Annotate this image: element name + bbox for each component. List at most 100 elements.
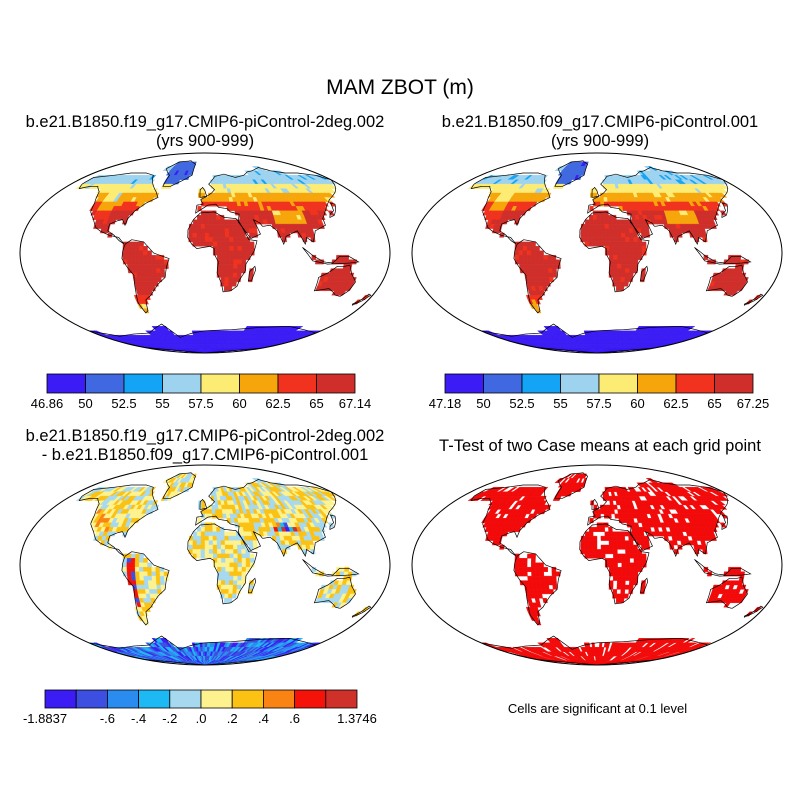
grid-cell (245, 558, 251, 563)
grid-cell (345, 286, 353, 291)
grid-cell (200, 219, 206, 225)
grid-cell (624, 277, 630, 283)
grid-cell (220, 219, 225, 225)
grid-cell (628, 277, 634, 283)
grid-cell (633, 259, 639, 265)
grid-cell (147, 580, 153, 586)
map-panel-4 (411, 464, 783, 666)
grid-cell (633, 232, 638, 238)
grid-cell (151, 567, 157, 572)
grid-cell (592, 219, 598, 225)
grid-cell (147, 567, 152, 572)
coastline-antarctica (480, 323, 710, 353)
grid-cell (522, 567, 528, 572)
grid-cell (225, 263, 230, 269)
grid-cell (212, 250, 218, 256)
grid-cell (221, 558, 226, 563)
grid-cell (204, 232, 210, 238)
grid-cell (228, 589, 234, 595)
grid-cell (232, 580, 238, 586)
grid-cell (608, 219, 613, 225)
grid-cell (592, 214, 598, 220)
grid-cell (609, 254, 614, 260)
grid-cell (225, 558, 230, 563)
grid-cell (616, 531, 621, 537)
grid-cell (543, 580, 549, 586)
coastline-japan (721, 202, 728, 218)
grid-cell (159, 259, 165, 265)
grid-cell (204, 228, 210, 234)
grid-cell (201, 188, 206, 194)
grid-cell (608, 531, 613, 537)
grid-cell (309, 232, 315, 238)
grid-cell (245, 567, 251, 572)
grid-cell (211, 192, 216, 198)
grid-cell (620, 544, 626, 550)
grid-cell (212, 214, 217, 220)
grid-cell (543, 567, 549, 572)
grid-cell (200, 531, 206, 537)
grid-cell (318, 214, 326, 220)
grid-cell (133, 206, 140, 212)
grid-cell (518, 259, 524, 265)
grid-cell (151, 254, 157, 260)
grid-cell (604, 232, 610, 238)
significance-note: Cells are significant at 0.1 level (507, 701, 688, 716)
figure-title: MAM ZBOT (m) (326, 76, 474, 99)
panel-3-title-line-1: b.e21.B1850.f19_g17.CMIP6-piControl-2deg… (25, 427, 385, 445)
grid-cell (327, 500, 338, 506)
grid-cell (604, 228, 610, 234)
grid-cell (617, 250, 622, 256)
grid-cell (223, 598, 229, 603)
grid-cell (236, 232, 242, 238)
grid-cell (595, 343, 598, 349)
grid-cell (629, 263, 635, 269)
grid-cell (139, 571, 144, 577)
grid-cell (122, 250, 128, 256)
grid-cell (594, 335, 598, 340)
grid-cell (241, 553, 247, 559)
grid-cell (633, 254, 639, 260)
grid-cell (200, 228, 206, 234)
grid-cell (200, 647, 204, 652)
grid-cell (202, 339, 206, 345)
grid-cell (624, 584, 630, 590)
grid-cell (196, 228, 202, 234)
grid-cell (548, 268, 553, 274)
grid-cell (204, 219, 210, 225)
grid-cell (616, 277, 622, 283)
grid-cell (196, 223, 202, 229)
grid-cell (600, 232, 606, 238)
grid-cell (737, 286, 745, 291)
grid-cell (555, 571, 561, 577)
grid-cell (225, 575, 230, 581)
grid-cell (212, 223, 218, 229)
grid-cell (208, 228, 214, 234)
grid-cell (616, 580, 622, 586)
grid-cell (621, 558, 627, 563)
grid-cell (221, 250, 226, 256)
grid-cell (196, 535, 202, 541)
grid-cell (346, 263, 353, 269)
grid-cell (604, 214, 609, 220)
grid-cell (130, 254, 136, 260)
map-border (19, 152, 391, 354)
grid-cell (155, 254, 161, 260)
grid-cell (245, 562, 251, 568)
grid-cell (221, 254, 226, 260)
grid-cell (126, 259, 132, 265)
grid-cell (620, 223, 626, 229)
grid-cell (609, 558, 614, 563)
grid-cell (237, 263, 243, 269)
grid-cell (212, 562, 218, 568)
grid-cell (592, 647, 596, 652)
grid-cell (237, 549, 243, 555)
grid-cell (625, 575, 630, 581)
grid-cell (196, 544, 202, 550)
grid-cell (620, 268, 626, 274)
grid-cell (241, 268, 246, 274)
grid-cell (126, 246, 132, 252)
grid-cell (625, 263, 630, 269)
grid-cell (228, 535, 234, 541)
grid-cell (160, 272, 166, 278)
